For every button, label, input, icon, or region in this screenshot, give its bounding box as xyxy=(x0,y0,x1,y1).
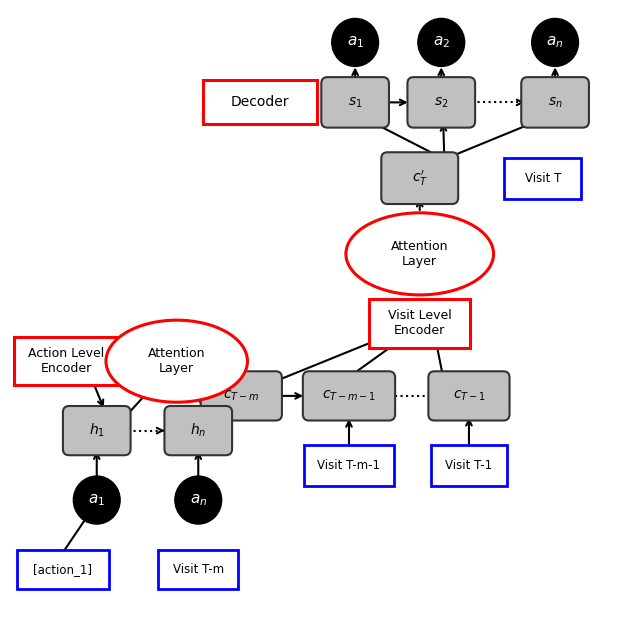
Text: $h_n$: $h_n$ xyxy=(190,422,206,439)
FancyBboxPatch shape xyxy=(431,445,507,486)
Text: $a_n$: $a_n$ xyxy=(546,35,564,50)
Text: Attention
Layer: Attention Layer xyxy=(391,240,449,268)
Circle shape xyxy=(531,18,578,67)
Text: Attention
Layer: Attention Layer xyxy=(148,347,205,375)
FancyBboxPatch shape xyxy=(164,406,232,455)
Text: Visit T: Visit T xyxy=(525,172,561,184)
FancyBboxPatch shape xyxy=(504,158,582,198)
Text: Visit Level
Encoder: Visit Level Encoder xyxy=(388,309,452,337)
Text: $c_T'$: $c_T'$ xyxy=(412,169,428,188)
FancyBboxPatch shape xyxy=(14,337,118,385)
Text: $a_1$: $a_1$ xyxy=(88,492,105,508)
Circle shape xyxy=(74,476,120,524)
FancyBboxPatch shape xyxy=(407,77,475,127)
Text: $c_{T-1}$: $c_{T-1}$ xyxy=(452,389,485,403)
Text: Decoder: Decoder xyxy=(231,95,289,110)
Ellipse shape xyxy=(106,320,247,402)
FancyBboxPatch shape xyxy=(521,77,589,127)
Text: Visit T-m-1: Visit T-m-1 xyxy=(318,459,381,472)
FancyBboxPatch shape xyxy=(428,372,510,420)
FancyBboxPatch shape xyxy=(369,299,470,347)
FancyBboxPatch shape xyxy=(17,550,109,589)
Text: $a_n$: $a_n$ xyxy=(190,492,207,508)
Text: Visit T-m: Visit T-m xyxy=(172,563,224,576)
Circle shape xyxy=(175,476,222,524)
Text: Action Level
Encoder: Action Level Encoder xyxy=(28,347,104,375)
Text: Visit T-1: Visit T-1 xyxy=(446,459,493,472)
FancyBboxPatch shape xyxy=(203,81,316,124)
Text: [action_1]: [action_1] xyxy=(33,563,93,576)
Circle shape xyxy=(332,18,378,67)
Text: $s_2$: $s_2$ xyxy=(434,95,449,110)
FancyBboxPatch shape xyxy=(201,372,282,420)
FancyBboxPatch shape xyxy=(321,77,389,127)
Text: $c_{T-m}$: $c_{T-m}$ xyxy=(223,389,260,403)
Text: $s_n$: $s_n$ xyxy=(548,95,562,110)
FancyBboxPatch shape xyxy=(303,372,395,420)
Text: $s_1$: $s_1$ xyxy=(348,95,362,110)
Ellipse shape xyxy=(346,213,494,295)
Circle shape xyxy=(418,18,465,67)
Text: $c_{T-m-1}$: $c_{T-m-1}$ xyxy=(322,389,376,403)
Text: $a_2$: $a_2$ xyxy=(433,35,450,50)
Text: $h_1$: $h_1$ xyxy=(89,422,105,439)
Text: $a_1$: $a_1$ xyxy=(347,35,363,50)
FancyBboxPatch shape xyxy=(381,152,458,204)
FancyBboxPatch shape xyxy=(63,406,130,455)
FancyBboxPatch shape xyxy=(305,445,394,486)
FancyBboxPatch shape xyxy=(158,550,239,589)
